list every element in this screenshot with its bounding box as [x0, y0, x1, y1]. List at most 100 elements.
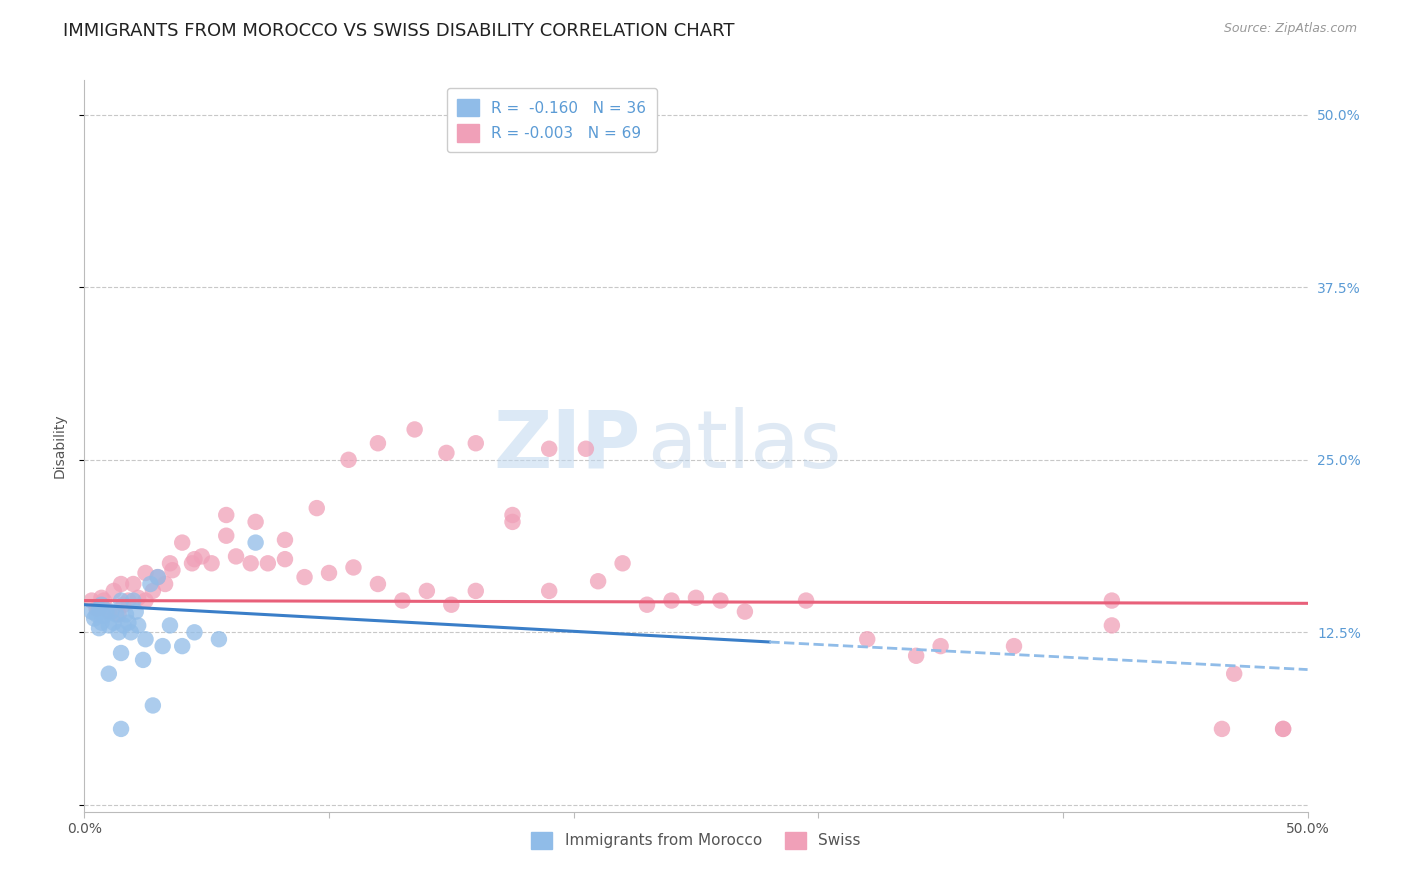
Point [661, 593, 683, 607]
Point [225, 549, 247, 564]
Point [245, 515, 267, 529]
Point [257, 557, 280, 571]
Point [112, 598, 135, 612]
Text: IMMIGRANTS FROM MOROCCO VS SWISS DISABILITY CORRELATION CHART: IMMIGRANTS FROM MOROCCO VS SWISS DISABIL… [63, 22, 735, 40]
Point [215, 508, 238, 522]
Point [162, 563, 184, 577]
Point [146, 570, 169, 584]
Point [215, 529, 238, 543]
Point [200, 557, 222, 571]
Point [83, 611, 105, 625]
Point [127, 618, 149, 632]
Point [464, 583, 486, 598]
Point [367, 577, 389, 591]
Point [87, 602, 110, 616]
Legend: Immigrants from Morocco, Swiss: Immigrants from Morocco, Swiss [524, 825, 868, 855]
Point [100, 605, 122, 619]
Point [115, 607, 138, 622]
Point [856, 632, 879, 647]
Point [929, 639, 952, 653]
Point [103, 615, 125, 630]
Point [159, 618, 181, 632]
Point [208, 632, 231, 647]
Point [172, 639, 194, 653]
Point [90, 615, 112, 630]
Point [337, 452, 360, 467]
Point [142, 583, 165, 598]
Point [1101, 593, 1123, 607]
Point [367, 436, 389, 450]
Point [117, 615, 139, 630]
Point [734, 605, 756, 619]
Point [586, 574, 609, 589]
Point [122, 577, 145, 591]
Point [153, 577, 176, 591]
Point [416, 583, 439, 598]
Point [135, 632, 157, 647]
Point [183, 552, 205, 566]
Point [152, 639, 174, 653]
Point [110, 646, 132, 660]
Point [90, 598, 112, 612]
Point [80, 605, 103, 619]
Point [538, 583, 561, 598]
Point [318, 566, 340, 580]
Point [80, 593, 103, 607]
Point [90, 591, 112, 605]
Text: atlas: atlas [647, 407, 841, 485]
Point [294, 570, 316, 584]
Point [103, 583, 125, 598]
Point [342, 560, 364, 574]
Point [538, 442, 561, 456]
Point [685, 591, 707, 605]
Point [142, 698, 165, 713]
Point [1101, 618, 1123, 632]
Point [436, 446, 458, 460]
Point [125, 605, 148, 619]
Point [1002, 639, 1025, 653]
Point [905, 648, 928, 663]
Point [120, 625, 142, 640]
Point [93, 593, 115, 607]
Y-axis label: Disability: Disability [52, 414, 66, 478]
Point [112, 618, 135, 632]
Point [404, 422, 426, 436]
Point [636, 598, 658, 612]
Text: Source: ZipAtlas.com: Source: ZipAtlas.com [1223, 22, 1357, 36]
Point [159, 557, 181, 571]
Point [709, 593, 731, 607]
Point [245, 535, 267, 549]
Point [93, 608, 115, 623]
Point [305, 501, 328, 516]
Point [1223, 666, 1246, 681]
Point [146, 570, 169, 584]
Point [172, 535, 194, 549]
Point [122, 593, 145, 607]
Point [464, 436, 486, 450]
Point [107, 607, 129, 622]
Point [391, 593, 413, 607]
Point [794, 593, 817, 607]
Point [183, 625, 205, 640]
Point [97, 666, 120, 681]
Point [127, 591, 149, 605]
Point [191, 549, 214, 564]
Point [502, 515, 524, 529]
Point [1272, 722, 1295, 736]
Point [97, 618, 120, 632]
Point [86, 607, 108, 622]
Text: ZIP: ZIP [494, 407, 641, 485]
Point [274, 552, 297, 566]
Point [139, 577, 162, 591]
Point [135, 566, 157, 580]
Point [575, 442, 598, 456]
Point [181, 557, 204, 571]
Point [110, 722, 132, 736]
Point [1272, 722, 1295, 736]
Point [502, 508, 524, 522]
Point [107, 625, 129, 640]
Point [117, 593, 139, 607]
Point [110, 593, 132, 607]
Point [135, 593, 157, 607]
Point [440, 598, 463, 612]
